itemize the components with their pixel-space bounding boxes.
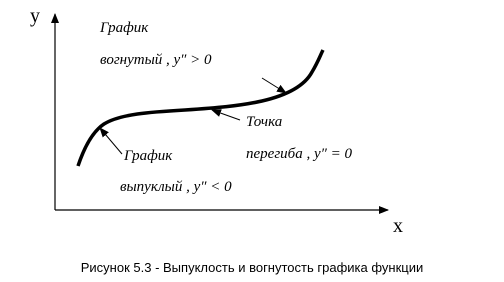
convex-title: График [123,148,173,164]
inflection-title: Точка [246,114,282,130]
function-curve [76,49,325,167]
concave-arrow [261,77,287,94]
concave-condition: вогнутый , y″ > 0 [100,52,212,68]
convex-condition: выпуклый , y″ < 0 [120,179,232,195]
caption: Рисунок 5.3 - Выпуклость и вогнутость гр… [81,260,423,275]
inflection-condition: перегиба , y″ = 0 [246,146,352,162]
y-axis-label: y [30,5,40,27]
x-axis-label: x [393,215,403,237]
inflection-arrow [211,109,241,121]
concave-title: График [99,20,149,36]
convex-arrow [99,127,123,155]
